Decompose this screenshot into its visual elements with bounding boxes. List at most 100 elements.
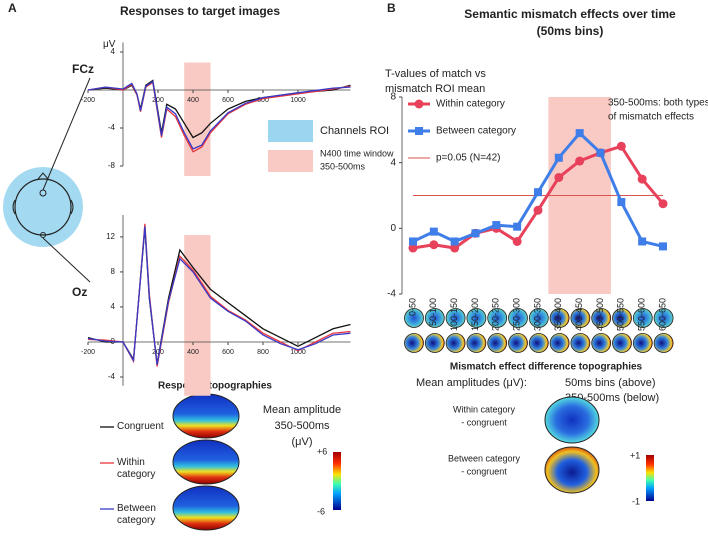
roi-swatch [268,120,313,142]
y-tick-label: 4 [111,302,116,311]
caption: 350-500ms (below) [565,392,659,404]
x-tick-label: 450-500 [595,298,605,331]
small-topography [508,308,528,328]
point [429,227,438,236]
series-line [87,226,351,365]
row-label: Between category [448,453,521,463]
x-tick-label: 50-100 [428,298,438,326]
small-topography [466,308,487,328]
x-tick-label: -200 [81,349,95,356]
x-tick-label: 500-550 [616,298,626,331]
small-topography [528,308,549,328]
y-tick-label: 8 [390,92,396,103]
x-tick-label: 600-650 [657,298,667,331]
x-tick-label: 400 [187,349,199,356]
point [512,236,522,246]
point [450,243,460,253]
small-topography [404,333,424,353]
small-topography [445,308,466,328]
x-tick-label: -200 [81,97,95,104]
caption: Mean amplitudes (μV): [416,377,527,389]
series-line [87,80,351,150]
small-topography [445,333,466,353]
small-topography [653,308,674,328]
small-topography [549,333,570,353]
section-title: Mismatch effect difference topographies [450,362,643,373]
point [616,141,626,151]
small-topography [528,333,549,353]
colorbar-label: +1 [630,450,640,460]
small-topographies [404,308,674,353]
row-label: - congruent [461,417,507,427]
difference-topographies [544,396,600,494]
x-tick-label: 800 [257,349,269,356]
legend-label: Congruent [117,421,164,432]
panel-label: B [387,1,396,15]
x-tick-label: 200 [152,97,164,104]
time-window [184,62,211,176]
point [596,148,605,157]
small-topography [612,333,632,353]
point [638,237,647,246]
point [575,156,585,166]
legend-marker [414,99,424,109]
legend-label: N400 time window [320,148,394,158]
small-topography [632,308,653,328]
point [658,199,668,209]
x-tick-label: 800 [257,97,269,104]
point [429,240,439,250]
x-tick-label: 600 [222,97,234,104]
small-topography [508,333,528,353]
panel-title: Responses to target images [120,4,280,18]
small-topography [487,308,508,328]
small-topography [404,308,424,328]
small-topography [570,308,591,328]
y-tick-label: -4 [108,372,116,381]
small-topography [612,308,632,328]
legend-label: Within category [436,99,505,110]
point [409,237,417,246]
small-topography [424,333,445,353]
caption: Mean amplitude [263,404,341,416]
legend-label: Between category [436,126,516,137]
section-title: Response topographies [158,381,272,392]
colorbar-label: -6 [317,506,325,516]
topographies [172,393,240,531]
y-axis-label: T-values of match vs [385,68,486,80]
y-tick-label: 12 [106,232,115,241]
x-tick-label: 300-350 [532,298,542,331]
caption: (μV) [291,436,312,448]
point [534,188,542,197]
point [450,237,459,246]
small-topography [653,333,674,353]
y-axis-label: mismatch ROI mean [385,83,485,95]
y-tick-label: -4 [108,123,116,132]
x-tick-label: 250-300 [512,298,522,331]
channel-label: Oz [72,285,87,299]
point [533,205,543,215]
point [492,221,501,230]
y-tick-label: 4 [390,157,396,168]
x-tick-label: 400 [187,97,199,104]
legend-label: Channels ROI [320,125,389,137]
x-tick-label: 350-400 [553,298,563,331]
small-topography [466,333,487,353]
point [659,242,667,251]
x-tick-label: 1000 [290,349,306,356]
small-topography [591,333,612,353]
legend-label: 350-500ms [320,161,366,171]
panel-label: A [8,1,17,15]
panel-title: (50ms bins) [537,24,604,38]
y-tick-label: 0 [390,223,396,234]
colorbar [646,455,654,501]
point [471,229,480,238]
x-tick-label: 1000 [290,97,306,104]
x-tick-label: 0-50 [407,298,417,316]
x-tick-label: 100-150 [449,298,459,331]
x-tick-label: 600 [222,349,234,356]
point [575,129,584,138]
row-label: - congruent [461,466,507,476]
x-tick-label: 200 [152,349,164,356]
